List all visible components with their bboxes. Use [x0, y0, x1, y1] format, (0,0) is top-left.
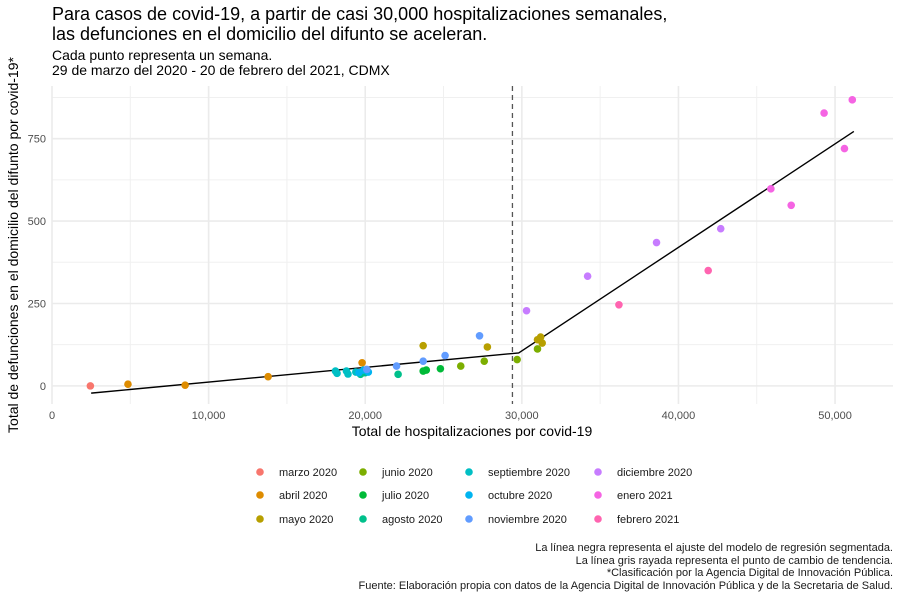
data-point — [333, 369, 341, 378]
legend-key — [465, 491, 473, 499]
legend-key — [594, 468, 602, 476]
data-point — [615, 301, 623, 309]
x-tick-label: 0 — [49, 410, 55, 422]
legend-key — [359, 515, 367, 523]
data-point — [392, 362, 401, 370]
data-point — [533, 345, 542, 353]
data-point — [419, 341, 427, 350]
legend-label: junio 2020 — [381, 467, 433, 479]
data-point — [362, 365, 371, 374]
legend-key — [594, 491, 602, 499]
legend-label: enero 2021 — [617, 490, 673, 502]
chart-title-line-1: Para casos de covid-19, a partir de casi… — [52, 4, 668, 24]
data-point — [848, 96, 857, 104]
legend-label: noviembre 2020 — [488, 514, 567, 526]
data-point — [344, 370, 352, 378]
data-point — [840, 144, 849, 153]
x-tick-label: 40,000 — [662, 410, 696, 422]
grid-layer — [51, 86, 893, 404]
legend-key — [465, 515, 473, 523]
legend-label: julio 2020 — [381, 490, 429, 502]
x-tick-label: 30,000 — [505, 410, 539, 422]
data-point — [716, 224, 725, 233]
regression-line — [91, 130, 855, 394]
caption-line-1: La línea negra representa el ajuste del … — [535, 542, 893, 554]
data-point — [483, 343, 492, 351]
legend-label: diciembre 2020 — [617, 467, 692, 479]
legend-label: marzo 2020 — [279, 467, 337, 479]
legend-key — [594, 515, 602, 523]
data-point — [422, 366, 431, 374]
data-point — [394, 370, 402, 379]
data-point — [264, 372, 272, 381]
legend-key — [465, 468, 473, 476]
y-axis-title: Total de defunciones en el domicilio del… — [5, 57, 21, 433]
legend-key — [256, 468, 264, 476]
caption-line-4: Fuente: Elaboración propia con datos de … — [358, 579, 893, 592]
legend-label: septiembre 2020 — [488, 467, 570, 479]
legend-key — [256, 515, 264, 523]
data-point — [522, 306, 531, 315]
caption-line-2: La línea gris rayada representa el punto… — [575, 554, 893, 567]
legend-label: febrero 2021 — [617, 514, 679, 526]
y-tick-label: 750 — [28, 134, 46, 146]
x-axis-title: Total de hospitalizaciones por covid-19 — [352, 423, 593, 439]
data-point — [475, 331, 484, 340]
legend-label: abril 2020 — [279, 490, 327, 502]
marks-layer — [86, 86, 857, 404]
data-point — [181, 381, 189, 390]
data-point — [820, 109, 828, 117]
data-point — [358, 359, 366, 367]
chart-caption: La línea negra representa el ajuste del … — [359, 542, 893, 592]
caption-line-3: *Clasificación por la Agencia Digital de… — [606, 567, 893, 580]
data-point — [480, 357, 489, 365]
chart-title: Para casos de covid-19, a partir de casi… — [52, 4, 667, 44]
axis-layer: 0 10,000 20,000 30,000 40,000 50,000 0 250 500 75… — [28, 134, 852, 422]
x-tick-label: 50,000 — [818, 410, 852, 422]
legend-label: agosto 2020 — [382, 514, 443, 526]
x-tick-label: 20,000 — [348, 410, 382, 422]
data-point — [652, 238, 661, 247]
data-point — [513, 355, 521, 364]
legend-key — [256, 491, 264, 499]
data-point — [536, 333, 545, 341]
chart-subtitle: Cada punto representa un semana. 29 de m… — [52, 48, 390, 78]
legend-label: octubre 2020 — [488, 490, 552, 502]
data-point — [704, 266, 712, 275]
data-point — [124, 380, 132, 389]
data-point — [436, 364, 445, 373]
x-tick-label: 10,000 — [192, 410, 226, 422]
data-point — [767, 185, 775, 193]
data-point — [86, 382, 95, 390]
chart-subtitle-line-1: Cada punto representa un semana. — [52, 47, 273, 63]
data-point — [583, 272, 592, 280]
data-point — [441, 351, 449, 360]
legend-key — [359, 468, 367, 476]
chart-title-line-2: las defunciones en el domicilio del difu… — [52, 24, 488, 44]
data-point — [456, 362, 465, 370]
legend-label: mayo 2020 — [279, 514, 333, 526]
y-tick-label: 250 — [28, 298, 46, 310]
data-point — [419, 357, 427, 365]
data-point — [787, 201, 796, 210]
y-tick-label: 0 — [40, 381, 46, 393]
data-point — [538, 339, 546, 347]
y-tick-label: 500 — [28, 216, 46, 228]
legend: marzo 2020 abril 2020 mayo 2020 junio 2020 j… — [256, 467, 692, 526]
legend-key — [359, 491, 367, 499]
chart-subtitle-line-2: 29 de marzo del 2020 - 20 de febrero del… — [52, 62, 390, 78]
